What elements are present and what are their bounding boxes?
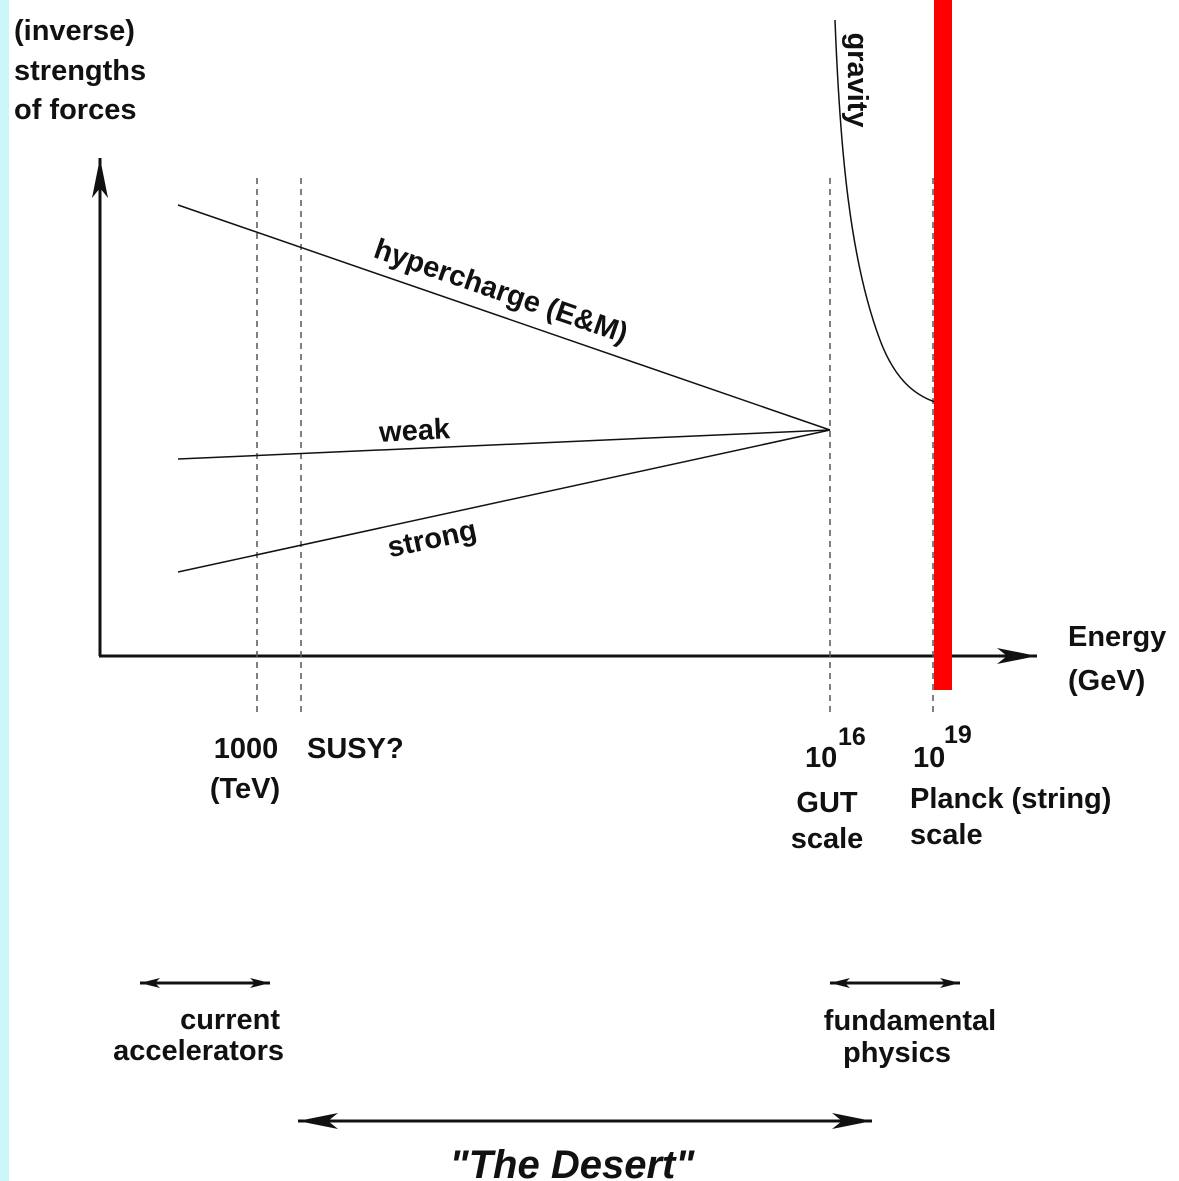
y-axis-label: (inverse) strengths of forces <box>14 15 146 126</box>
scale-label: 1000 <box>214 733 279 765</box>
scale-label: Planck (string) <box>910 783 1111 815</box>
gravity-curve <box>834 19 936 403</box>
range-label: physics <box>843 1037 951 1069</box>
weak-line <box>177 429 831 460</box>
force-label: weak <box>377 413 451 449</box>
label-line: (inverse) <box>14 15 135 47</box>
hypercharge-line <box>177 204 831 431</box>
planck-bar <box>934 0 952 690</box>
strong-line <box>177 429 831 573</box>
scale-label: GUT <box>796 787 858 819</box>
range-label: current <box>180 1004 280 1036</box>
scale-base: 10 <box>805 742 837 774</box>
desert-label: "The Desert" <box>450 1143 696 1181</box>
force-label: gravity <box>841 32 873 127</box>
range-label: fundamental <box>824 1005 996 1037</box>
x-axis-label: (GeV) <box>1068 665 1145 697</box>
range-label: accelerators <box>113 1035 284 1067</box>
scale-label: scale <box>791 823 864 855</box>
scale-label: SUSY? <box>307 733 404 765</box>
scale-label: scale <box>910 819 983 851</box>
scale-label: (TeV) <box>210 773 280 805</box>
label-line: of forces <box>14 94 136 126</box>
force-label: hypercharge (E&M) <box>370 233 632 350</box>
scale-exponent: 16 <box>838 723 866 751</box>
force-label: strong <box>385 514 480 564</box>
label-line: strengths <box>14 55 146 87</box>
x-axis-label: Energy <box>1068 621 1166 653</box>
side-strip <box>0 0 9 1181</box>
scale-exponent: 19 <box>944 721 972 749</box>
scale-base: 10 <box>913 742 945 774</box>
